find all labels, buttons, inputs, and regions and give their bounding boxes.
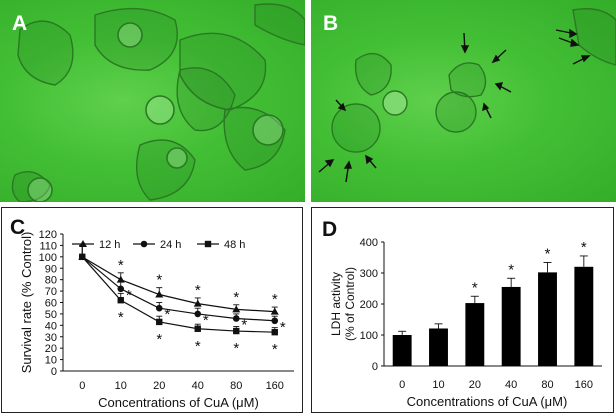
significance-marker: *	[195, 282, 201, 299]
y-axis-title: Survival rate (% Control)	[19, 232, 34, 374]
significance-marker: *	[280, 319, 286, 336]
significance-marker: *	[118, 309, 124, 326]
x-tick-label: 40	[192, 380, 204, 392]
significance-marker: *	[195, 338, 201, 355]
y-tick-label: 0	[372, 361, 378, 373]
y-tick-label: 400	[360, 237, 378, 249]
bar	[538, 272, 557, 366]
significance-marker: *	[233, 340, 239, 357]
y-tick-label: 0	[51, 366, 57, 378]
legend-marker	[79, 240, 87, 247]
data-point	[117, 297, 124, 304]
data-point	[155, 304, 163, 312]
y-tick-label: 90	[45, 263, 57, 275]
significance-marker: *	[508, 261, 514, 278]
micrograph-panel-a: A	[0, 0, 305, 202]
data-point	[156, 318, 163, 326]
y-tick-label: 40	[45, 320, 57, 332]
x-axis-title: Concentrations of CuA (μM)	[98, 395, 259, 410]
significance-marker: *	[545, 245, 551, 262]
x-tick-label: 0	[399, 379, 405, 391]
y-tick-label: 50	[45, 309, 57, 321]
panel-label-a: A	[12, 12, 28, 35]
x-tick-label: 160	[575, 379, 593, 391]
y-tick-label: 80	[45, 275, 57, 287]
significance-marker: *	[472, 279, 478, 296]
y-tick-label: 100	[360, 330, 378, 342]
bar	[429, 328, 448, 366]
micrograph-panel-b: B	[311, 0, 616, 202]
y-tick-label: 10	[45, 355, 57, 367]
data-point	[271, 317, 279, 325]
x-tick-label: 20	[153, 380, 165, 392]
y-tick-label: 100	[39, 252, 57, 264]
x-tick-label: 160	[266, 380, 284, 392]
data-point	[117, 285, 125, 293]
panel-label-b: B	[323, 12, 339, 35]
legend-label: 24 h	[160, 239, 181, 251]
significance-marker: *	[156, 272, 162, 289]
y-axis-title-line1: LDH activity	[329, 272, 343, 336]
micrograph-b-cells	[318, 8, 616, 183]
legend-marker	[140, 240, 148, 248]
x-tick-label: 40	[505, 379, 517, 391]
data-point	[155, 290, 164, 298]
bar	[392, 335, 412, 366]
significance-marker: *	[233, 289, 239, 306]
data-point	[194, 325, 201, 332]
data-point	[271, 328, 278, 336]
legend-label: 48 h	[224, 239, 245, 251]
panel-label-d: D	[322, 218, 337, 241]
y-tick-label: 120	[39, 229, 57, 241]
y-tick-label: 60	[45, 298, 57, 310]
bar	[501, 286, 521, 366]
significance-marker: *	[272, 341, 278, 358]
bar	[465, 303, 485, 366]
data-point	[270, 307, 279, 315]
data-point	[232, 315, 240, 322]
data-point	[232, 305, 241, 313]
significance-marker: *	[164, 306, 170, 323]
micrograph-a-cells	[11, 3, 305, 202]
significance-marker: *	[203, 312, 209, 329]
significance-marker: *	[272, 291, 278, 308]
significance-marker: *	[156, 331, 162, 348]
panel-label-c: C	[10, 216, 25, 239]
x-tick-label: 10	[432, 379, 444, 391]
series-line	[81, 256, 275, 313]
data-point	[233, 327, 240, 335]
y-tick-label: 70	[45, 286, 57, 298]
y-tick-label: 200	[360, 299, 378, 311]
x-tick-label: 20	[469, 379, 481, 391]
significance-marker: *	[126, 287, 132, 304]
y-tick-label: 110	[39, 240, 57, 252]
legend-marker	[204, 240, 212, 248]
significance-marker: *	[118, 257, 124, 274]
legend-label: 12 h	[99, 239, 120, 251]
bar	[574, 266, 594, 366]
significance-marker: *	[241, 316, 247, 333]
x-tick-label: 80	[541, 379, 553, 391]
data-point	[79, 253, 86, 261]
series-line	[81, 256, 275, 322]
y-tick-label: 20	[45, 343, 57, 355]
x-tick-label: 10	[115, 380, 127, 392]
x-tick-label: 0	[79, 380, 85, 392]
data-point	[194, 310, 202, 318]
ldh-bar-chart: D 0 100 200 300 400 0 10 20 40 80 160 Concentration…	[322, 218, 602, 409]
chart-panel-d: D 0 100 200 300 400 0 10 20 40 80 160 Concentration…	[311, 207, 614, 413]
data-point	[116, 275, 125, 283]
y-tick-label: 30	[45, 332, 57, 344]
y-axis-title-line2: (% of Control)	[343, 267, 357, 341]
x-axis-title: Concentrations of CuA (μM)	[407, 394, 568, 409]
chart-panel-c: C 0 10 20 30 40 50 60 70 80 90 100 110 120 0 10 20 40 80 1…	[1, 207, 303, 413]
x-tick-label: 80	[230, 380, 242, 392]
data-point	[193, 299, 202, 307]
significance-marker: *	[581, 239, 587, 256]
series-line	[81, 256, 275, 333]
y-tick-label: 300	[360, 268, 378, 280]
